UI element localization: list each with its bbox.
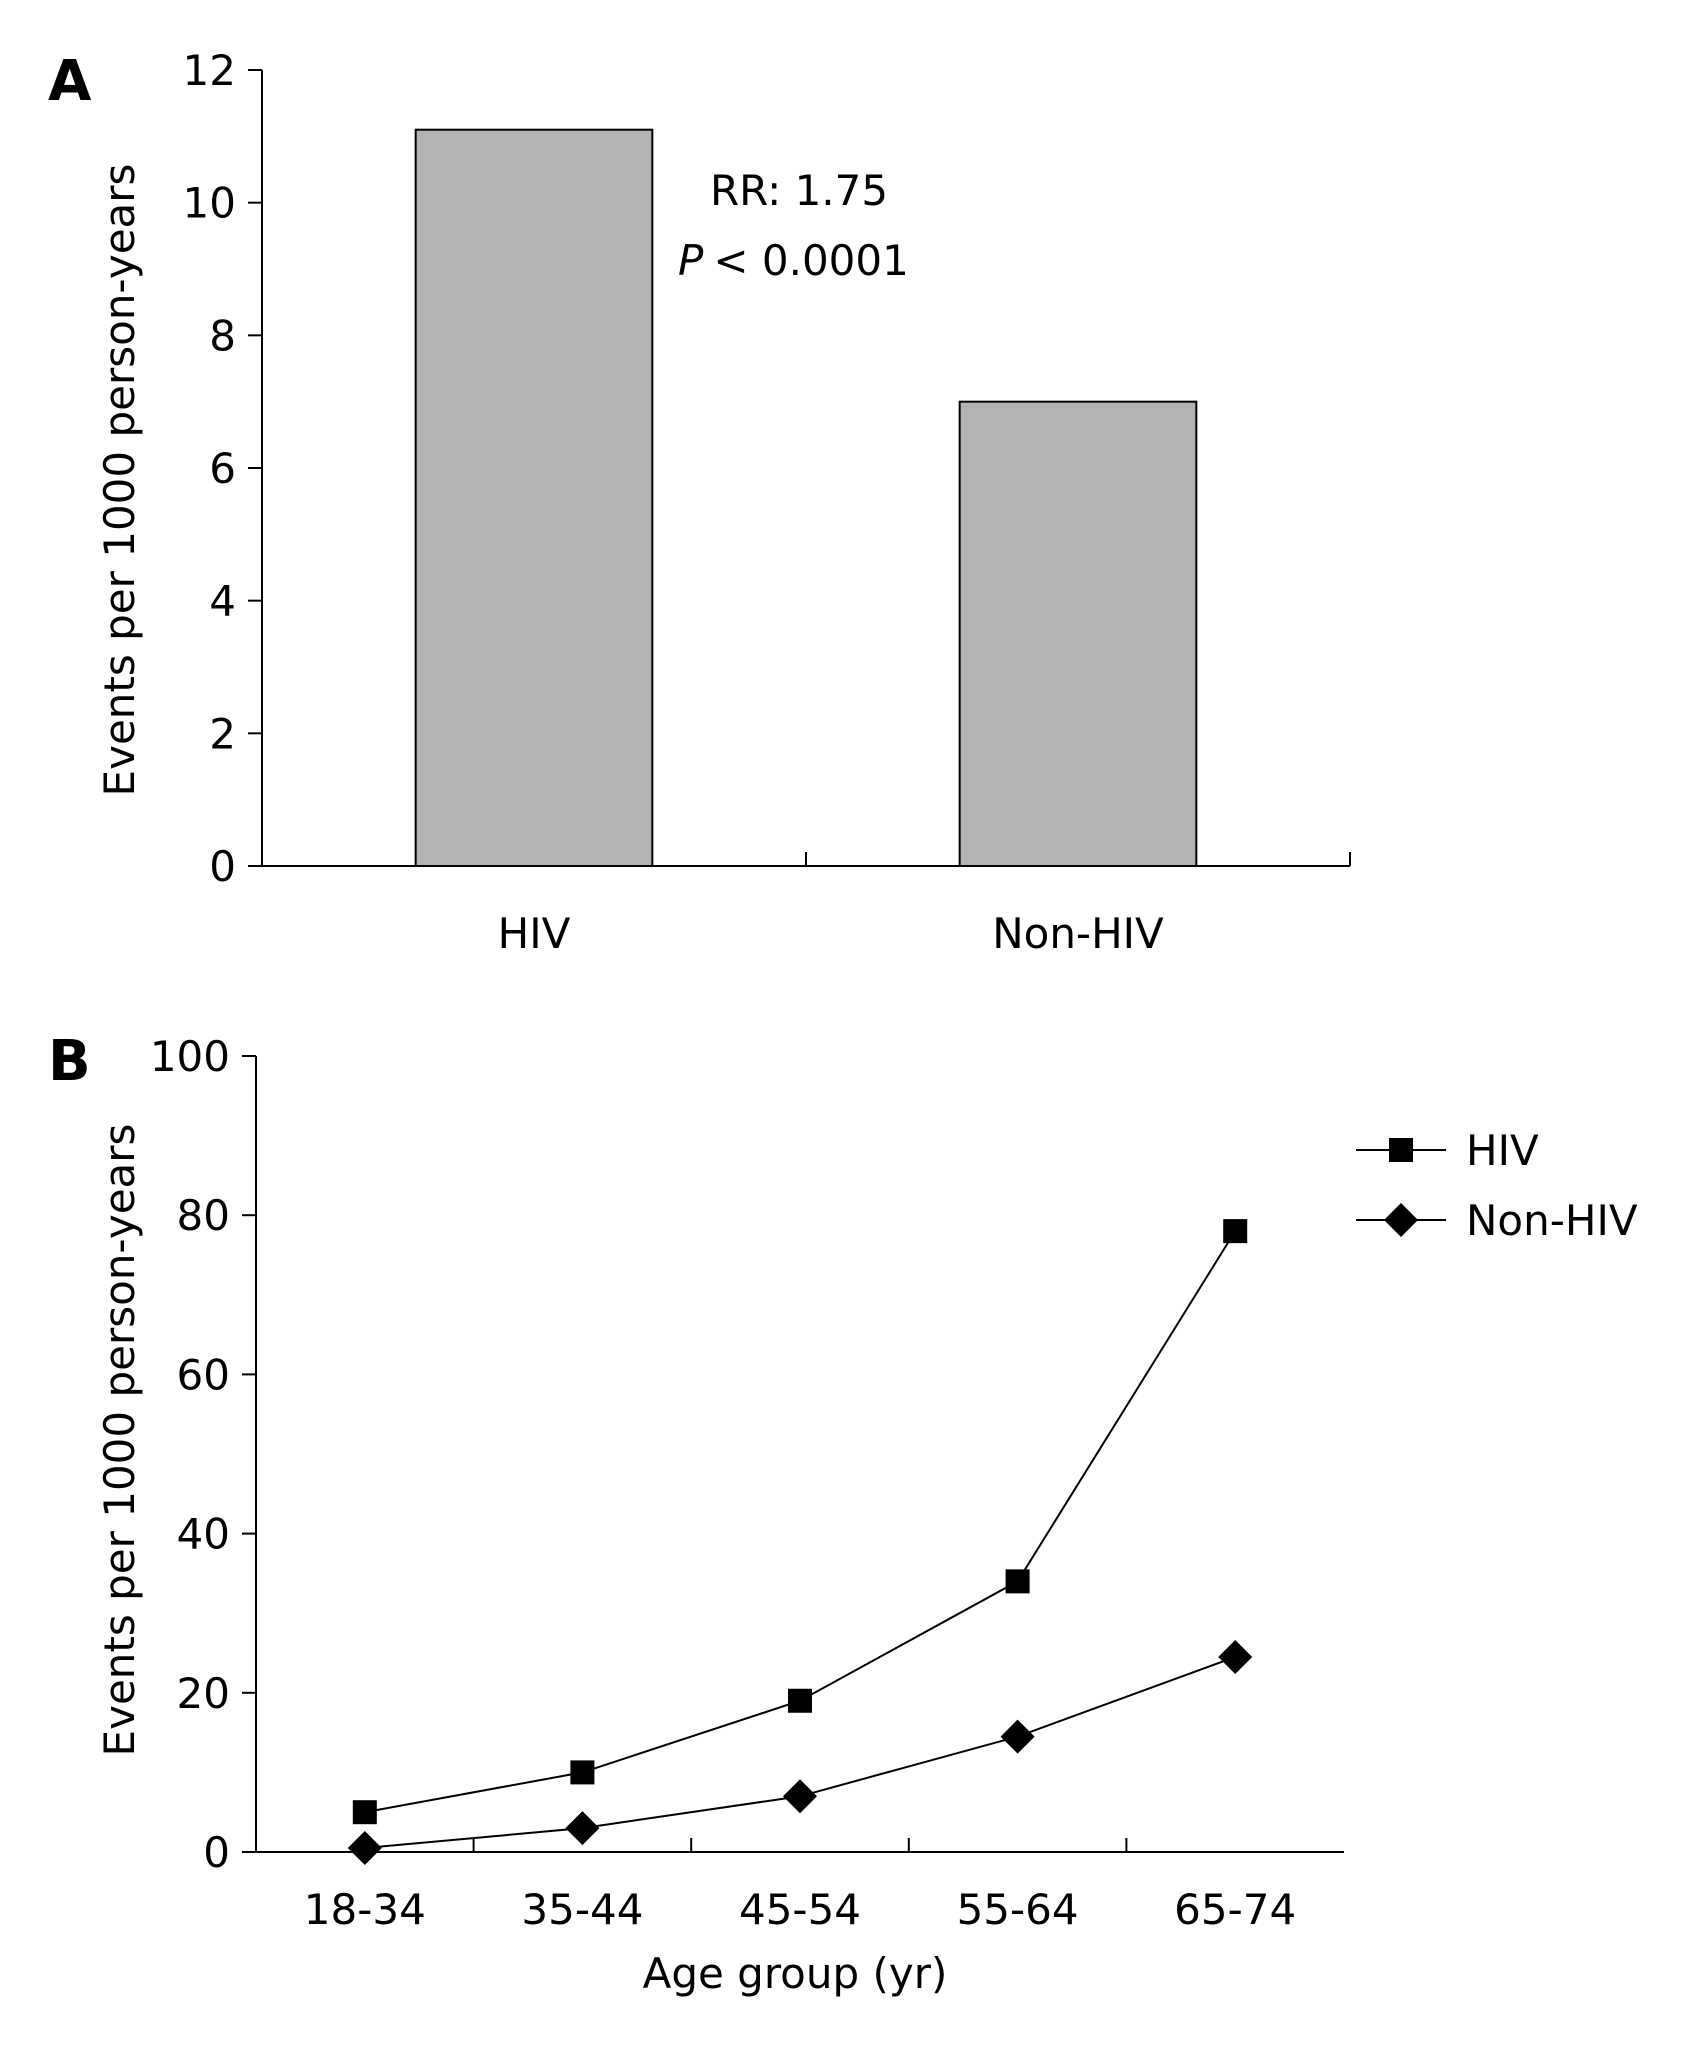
- panel-b-y-tick-label: 80: [177, 1191, 230, 1240]
- series-non-hiv: [347, 1639, 1253, 1866]
- panel-a: A Events per 1000 person-years 0 2 4 6 8 10 12…: [48, 46, 1351, 958]
- panel-a-y-tick-label: 6: [209, 444, 236, 493]
- point-hiv: [788, 1688, 812, 1713]
- panel-a-y-tick-label: 4: [209, 577, 236, 626]
- point-non-hiv: [1218, 1639, 1253, 1674]
- point-non-hiv: [347, 1831, 382, 1866]
- legend-marker-non-hiv: [1384, 1203, 1418, 1237]
- panel-b-y-axis-label: Events per 1000 person-years: [95, 1124, 144, 1757]
- panel-a-y-tick-label: 12: [183, 46, 236, 95]
- point-hiv: [352, 1800, 377, 1825]
- legend-label-hiv: HIV: [1466, 1126, 1539, 1175]
- bar-non-hiv: [958, 400, 1198, 867]
- panel-b-series: [347, 1219, 1253, 1866]
- panel-a-y-tick-label: 2: [209, 709, 236, 758]
- panel-b-x-tick-label: 18-34: [304, 1885, 426, 1934]
- panel-b-y-tick-label: 60: [177, 1350, 230, 1399]
- panel-b-y-tick-label: 40: [177, 1510, 230, 1559]
- panel-a-y-tick-label: 10: [183, 179, 236, 228]
- panel-b-x-tick-label: 65-74: [1174, 1885, 1296, 1934]
- panel-b-y-tick-label: 0: [203, 1828, 230, 1877]
- point-hiv: [570, 1760, 595, 1785]
- legend-item-hiv: HIV: [1356, 1126, 1539, 1175]
- panel-b-y-tick-label: 100: [150, 1032, 230, 1081]
- panel-a-p-symbol: P: [678, 236, 704, 285]
- panel-a-x-tick-label: Non-HIV: [992, 909, 1164, 958]
- series-line-hiv: [364, 1230, 1237, 1814]
- panel-a-p-value: < 0.0001: [713, 236, 909, 285]
- panel-b-x-tick-label: 35-44: [521, 1885, 643, 1934]
- panel-a-y-tick-label: 8: [209, 311, 236, 360]
- panel-a-p-annotation: P < 0.0001: [678, 236, 909, 285]
- series-hiv: [352, 1219, 1248, 1825]
- point-non-hiv: [783, 1779, 817, 1814]
- legend-marker-hiv: [1389, 1138, 1413, 1162]
- point-hiv: [1005, 1569, 1030, 1594]
- legend-label-non-hiv: Non-HIV: [1466, 1196, 1638, 1245]
- panel-b-axes: [242, 1055, 1344, 1853]
- point-non-hiv: [565, 1811, 600, 1846]
- panel-b-x-axis-label: Age group (yr): [643, 1949, 948, 1998]
- series-line-non-hiv: [364, 1656, 1236, 1850]
- panel-b-x-tick-label: 45-54: [739, 1885, 861, 1934]
- panel-a-rr-annotation: RR: 1.75: [710, 166, 888, 215]
- bar-hiv: [414, 128, 654, 867]
- point-hiv: [1223, 1219, 1248, 1244]
- panel-a-letter: A: [48, 49, 92, 114]
- panel-b-legend: HIV Non-HIV: [1356, 1126, 1638, 1245]
- panel-a-tick-labels: 0 2 4 6 8 10 12 HIV Non-HIV: [183, 46, 1165, 958]
- point-non-hiv: [1000, 1719, 1035, 1754]
- panel-a-x-tick-label: HIV: [498, 909, 571, 958]
- panel-b-letter: B: [48, 1029, 91, 1094]
- panel-a-y-axis-label: Events per 1000 person-years: [95, 164, 144, 797]
- panel-b-tick-labels: 0 20 40 60 80 100 18-34 35-44 45-54 55-64 65-74: [150, 1032, 1296, 1934]
- panel-a-y-tick-label: 0: [209, 842, 236, 891]
- legend-item-non-hiv: Non-HIV: [1356, 1196, 1638, 1245]
- panel-a-bars: [414, 128, 1198, 867]
- panel-b: B Events per 1000 person-years Age group…: [48, 1029, 1638, 1998]
- panel-b-x-tick-label: 55-64: [957, 1885, 1079, 1934]
- panel-b-y-tick-label: 20: [177, 1669, 230, 1718]
